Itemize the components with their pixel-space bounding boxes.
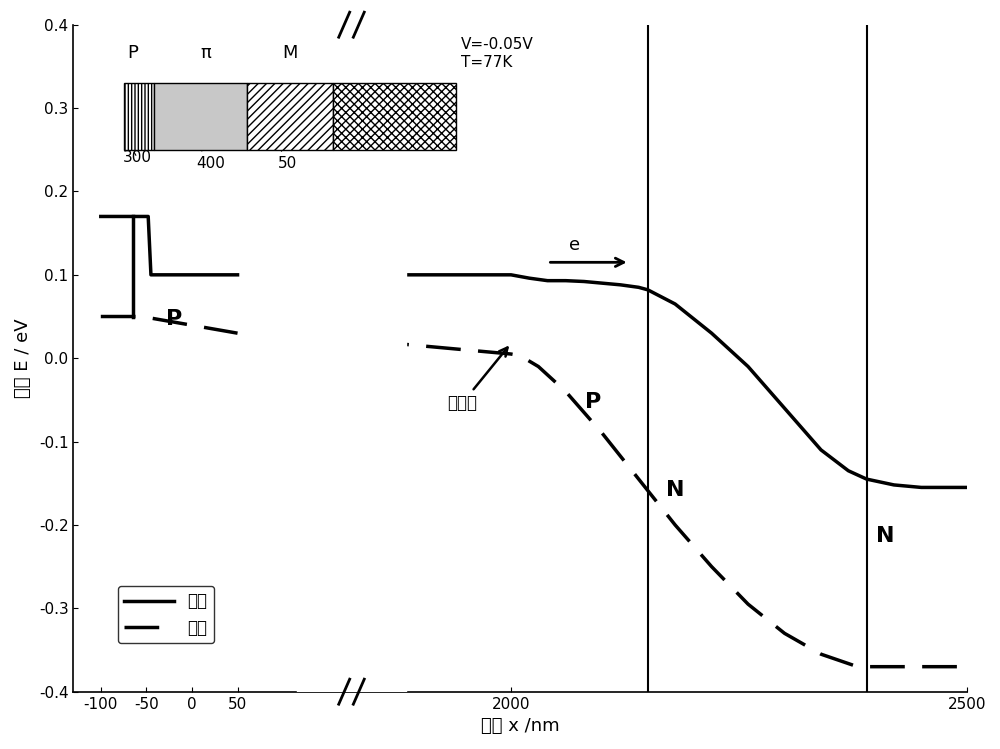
Text: P: P bbox=[166, 309, 182, 329]
Text: 积累层: 积累层 bbox=[447, 348, 508, 412]
Text: 300: 300 bbox=[123, 151, 152, 166]
Text: M: M bbox=[282, 44, 297, 62]
Bar bbox=[247, 83, 333, 150]
Text: V=-0.05V
T=77K: V=-0.05V T=77K bbox=[461, 37, 534, 70]
Text: π: π bbox=[200, 44, 211, 62]
Text: P: P bbox=[585, 392, 601, 412]
Bar bbox=[333, 83, 456, 150]
Text: N: N bbox=[381, 44, 395, 62]
Text: 600: 600 bbox=[378, 150, 407, 171]
Bar bbox=[297, 0, 406, 709]
X-axis label: 位置 x /nm: 位置 x /nm bbox=[481, 717, 559, 735]
Legend: 导带, 价带: 导带, 价带 bbox=[118, 586, 214, 643]
Text: N: N bbox=[666, 480, 684, 500]
Y-axis label: 能带 E / eV: 能带 E / eV bbox=[14, 318, 32, 398]
Text: N: N bbox=[876, 526, 894, 545]
Bar bbox=[154, 83, 247, 150]
Text: e: e bbox=[569, 236, 580, 254]
Text: 400: 400 bbox=[196, 150, 225, 171]
Text: P: P bbox=[127, 44, 138, 62]
Bar bbox=[124, 83, 154, 150]
Text: 500: 500 bbox=[278, 150, 307, 171]
